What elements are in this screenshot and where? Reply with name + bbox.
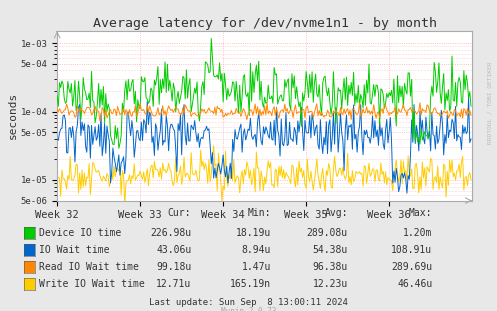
Text: 12.23u: 12.23u: [313, 279, 348, 289]
Text: Min:: Min:: [248, 208, 271, 218]
Text: 96.38u: 96.38u: [313, 262, 348, 272]
Text: 46.46u: 46.46u: [397, 279, 432, 289]
Text: 226.98u: 226.98u: [150, 228, 191, 238]
Text: 99.18u: 99.18u: [156, 262, 191, 272]
Text: 54.38u: 54.38u: [313, 245, 348, 255]
Text: 289.69u: 289.69u: [391, 262, 432, 272]
Text: Write IO Wait time: Write IO Wait time: [39, 279, 145, 289]
Text: Cur:: Cur:: [168, 208, 191, 218]
Text: 1.20m: 1.20m: [403, 228, 432, 238]
Text: 12.71u: 12.71u: [156, 279, 191, 289]
Y-axis label: seconds: seconds: [8, 92, 18, 139]
Text: 8.94u: 8.94u: [242, 245, 271, 255]
Text: Max:: Max:: [409, 208, 432, 218]
Text: Last update: Sun Sep  8 13:00:11 2024: Last update: Sun Sep 8 13:00:11 2024: [149, 298, 348, 307]
Text: Munin 2.0.73: Munin 2.0.73: [221, 307, 276, 311]
Text: Read IO Wait time: Read IO Wait time: [39, 262, 139, 272]
Text: Device IO time: Device IO time: [39, 228, 121, 238]
Text: IO Wait time: IO Wait time: [39, 245, 109, 255]
Title: Average latency for /dev/nvme1n1 - by month: Average latency for /dev/nvme1n1 - by mo…: [92, 17, 437, 30]
Text: 18.19u: 18.19u: [236, 228, 271, 238]
Text: Avg:: Avg:: [325, 208, 348, 218]
Text: 43.06u: 43.06u: [156, 245, 191, 255]
Text: 108.91u: 108.91u: [391, 245, 432, 255]
Text: 289.08u: 289.08u: [307, 228, 348, 238]
Text: RRDTOOL / TOBI OETIKER: RRDTOOL / TOBI OETIKER: [487, 61, 492, 144]
Text: 165.19n: 165.19n: [230, 279, 271, 289]
Text: 1.47u: 1.47u: [242, 262, 271, 272]
